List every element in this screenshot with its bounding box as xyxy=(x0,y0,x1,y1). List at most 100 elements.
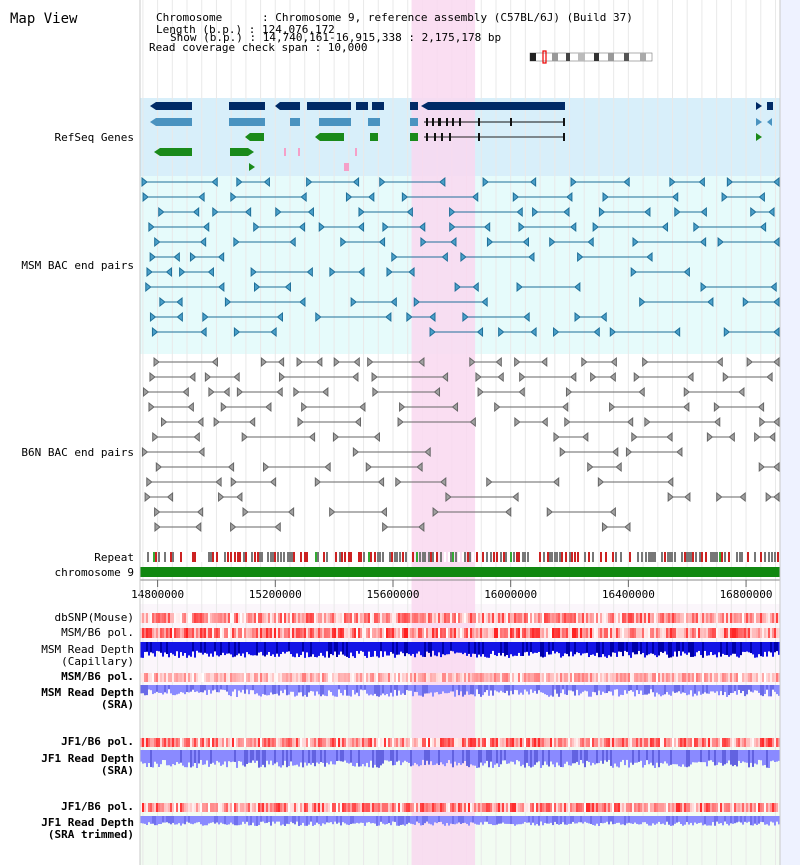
repeat-element xyxy=(657,552,659,562)
axis-tick-label: 16400000 xyxy=(602,588,655,601)
bac-end-marker xyxy=(211,356,218,368)
bac-end-marker xyxy=(632,236,639,248)
repeat-element xyxy=(194,552,196,562)
repeat-element xyxy=(317,552,319,562)
bac-end-marker xyxy=(486,476,493,488)
bac-end-marker xyxy=(293,386,300,398)
bac-end-marker xyxy=(528,251,535,263)
bac-end-marker xyxy=(612,446,619,458)
bac-end-marker xyxy=(477,386,484,398)
bac-end-marker xyxy=(165,266,173,278)
bac-end-marker xyxy=(324,461,331,473)
repeat-element xyxy=(588,552,590,562)
repeat-element xyxy=(291,552,293,562)
bac-end-marker xyxy=(154,506,161,518)
bac-end-marker xyxy=(377,476,385,488)
track-label-jf1-depth-sra-sub: (SRA) xyxy=(101,764,134,777)
bac-end-marker xyxy=(204,371,212,383)
bac-end-marker xyxy=(307,206,314,218)
repeat-element xyxy=(554,552,556,562)
bac-end-marker xyxy=(559,446,567,458)
bac-end-marker xyxy=(242,506,249,518)
bac-end-marker xyxy=(757,401,765,413)
bac-end-marker xyxy=(316,356,323,368)
bac-end-marker xyxy=(706,431,714,443)
repeat-element xyxy=(444,552,446,562)
repeat-element xyxy=(184,552,186,562)
bac-end-marker xyxy=(570,371,577,383)
repeat-element xyxy=(571,552,573,562)
bac-end-marker xyxy=(746,356,753,368)
bac-end-marker xyxy=(161,416,168,428)
bac-end-marker xyxy=(189,251,197,263)
repeat-element xyxy=(389,552,391,562)
repeat-element xyxy=(664,552,666,562)
bac-end-marker xyxy=(577,251,584,263)
bac-end-marker xyxy=(391,251,398,263)
bac-end-marker xyxy=(642,356,649,368)
bac-end-marker xyxy=(773,356,780,368)
bac-end-marker xyxy=(522,236,529,248)
repeat-element xyxy=(283,552,285,562)
repeat-element xyxy=(527,552,529,562)
track-label-jf1-depth-trim: JF1 Read Depth xyxy=(41,816,134,829)
repeat-element xyxy=(551,552,553,562)
bac-end-marker xyxy=(475,371,482,383)
repeat-element xyxy=(348,552,350,562)
bac-end-marker xyxy=(565,386,573,398)
repeat-element xyxy=(419,552,421,562)
bac-end-marker xyxy=(497,371,504,383)
repeat-element xyxy=(507,552,509,562)
repeat-element xyxy=(652,552,654,562)
refseq-genes-track[interactable] xyxy=(150,102,773,171)
bac-end-marker xyxy=(192,206,200,218)
repeat-element xyxy=(467,552,469,562)
bac-end-marker xyxy=(693,221,700,233)
bac-end-marker xyxy=(541,416,548,428)
chromosome-bar[interactable] xyxy=(140,567,780,577)
bac-end-marker xyxy=(773,326,780,338)
bac-end-marker xyxy=(141,176,148,188)
repeat-element xyxy=(339,552,341,562)
repeat-element xyxy=(529,552,531,562)
repeat-element xyxy=(699,552,701,562)
bac-end-marker xyxy=(512,491,519,503)
repeat-track[interactable] xyxy=(143,552,779,562)
repeat-element xyxy=(620,552,622,562)
bac-end-marker xyxy=(624,521,631,533)
repeat-element xyxy=(272,552,274,562)
repeat-element xyxy=(172,552,174,562)
bac-end-marker xyxy=(193,431,200,443)
bac-end-marker xyxy=(602,191,609,203)
repeat-element xyxy=(379,552,381,562)
bac-end-marker xyxy=(638,386,645,398)
bac-end-marker xyxy=(498,326,505,338)
bac-end-marker xyxy=(504,506,512,518)
bac-end-marker xyxy=(726,176,734,188)
bac-end-marker xyxy=(253,281,261,293)
repeat-element xyxy=(306,552,308,562)
msm-bac-end-pairs-track[interactable] xyxy=(141,176,780,338)
show-range-info: Show (b.p.) : 14,740,161-16,915,338 : 2,… xyxy=(170,31,501,44)
bac-end-marker xyxy=(516,281,523,293)
bac-end-marker xyxy=(661,221,669,233)
b6n-bac-end-pairs-track[interactable] xyxy=(141,356,780,533)
bac-end-marker xyxy=(159,296,166,308)
bac-end-marker xyxy=(441,251,448,263)
repeat-element xyxy=(581,552,583,562)
bac-end-marker xyxy=(274,521,281,533)
bac-end-marker xyxy=(450,236,457,248)
bac-end-marker xyxy=(546,506,554,518)
bac-end-marker xyxy=(155,461,163,473)
bac-end-marker xyxy=(433,386,441,398)
chromosome-ideogram[interactable] xyxy=(529,50,653,64)
repeat-element xyxy=(764,552,766,562)
repeat-element xyxy=(774,552,776,562)
bac-end-marker xyxy=(683,386,691,398)
selected-region-highlight[interactable] xyxy=(411,0,476,865)
repeat-element xyxy=(695,552,697,562)
variation-tracks[interactable] xyxy=(140,613,780,826)
axis-tick-label: 15200000 xyxy=(249,588,302,601)
bac-end-marker xyxy=(593,326,600,338)
